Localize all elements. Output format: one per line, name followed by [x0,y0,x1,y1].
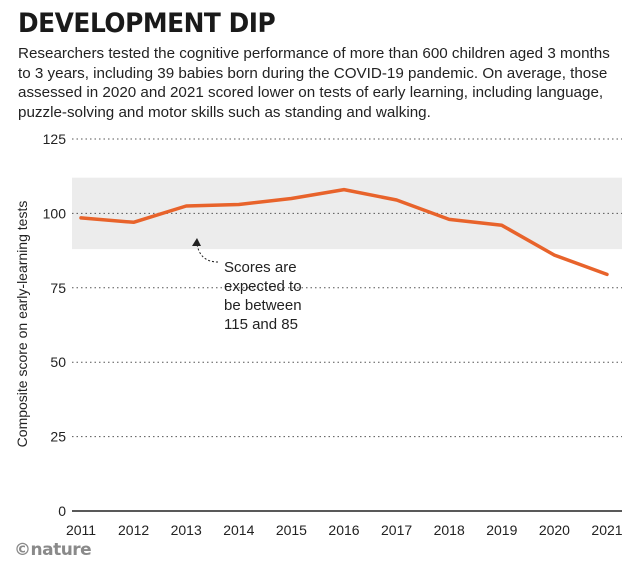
y-tick-label: 50 [50,354,66,370]
nature-logo: ©nature [14,540,92,560]
x-tick-label: 2021 [591,522,622,538]
x-tick-label: 2016 [328,522,359,538]
x-tick-label: 2012 [118,522,149,538]
chart-title: DEVELOPMENT DIP [18,8,276,39]
x-tick-label: 2011 [66,522,96,538]
x-tick-label: 2019 [486,522,517,538]
x-tick-label: 2013 [171,522,202,538]
annotation-text: Scores are [224,259,297,276]
chart-subtitle: Researchers tested the cognitive perform… [18,45,610,121]
annotation-text: 115 and 85 [224,316,298,333]
plot-area: 0 25 50 75 100 125 2011 2012 2013 2014 2015 2016 201… [43,131,623,538]
x-tick-label: 2020 [539,522,570,538]
annotation-text: expected to [224,278,302,295]
annotation-arrowhead [192,238,201,246]
x-tick-label: 2015 [276,522,307,538]
x-tick-label: 2018 [434,522,465,538]
y-tick-label: 75 [50,280,66,296]
y-axis-label: Composite score on early-learning tests [14,201,30,448]
y-tick-label: 25 [50,429,66,445]
y-tick-label: 0 [58,503,66,519]
annotation-text: be between [224,297,302,314]
x-tick-label: 2014 [223,522,254,538]
y-tick-label: 100 [43,205,67,221]
x-tick-label: 2017 [381,522,412,538]
y-tick-label: 125 [43,131,67,147]
